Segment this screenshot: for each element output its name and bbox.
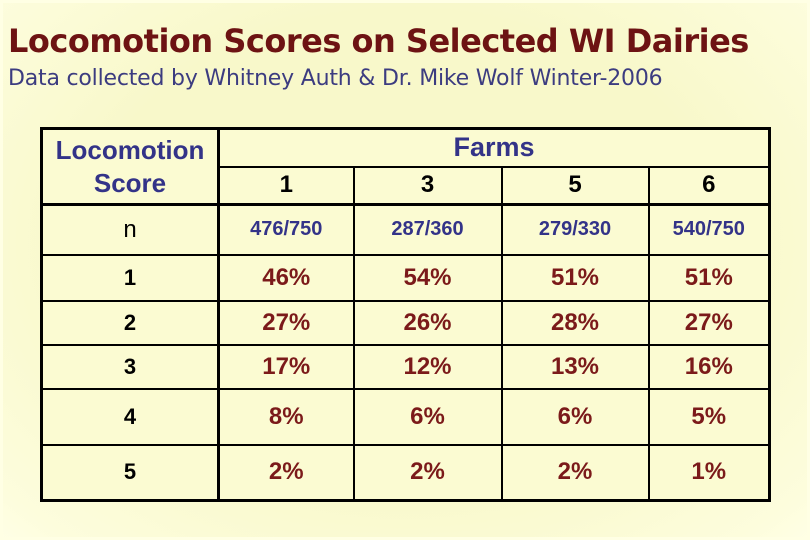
table-row-score-2: 2 27% 26% 28% 27%: [40, 299, 771, 346]
n-value-farm5: 279/330: [500, 203, 650, 256]
pct-score5-farm3: 2%: [352, 443, 503, 502]
corner-header-locomotion-score: Locomotion Score: [40, 127, 220, 206]
n-value-farm1: 476/750: [217, 203, 355, 256]
table-row-score-3: 3 17% 12% 13% 16%: [40, 343, 771, 390]
pct-score4-farm6: 5%: [647, 387, 771, 446]
row-label-score-5: 5: [40, 443, 220, 502]
farms-group-header: Farms: [217, 127, 771, 168]
pct-score5-farm1: 2%: [217, 443, 355, 502]
pct-score3-farm6: 16%: [647, 343, 771, 390]
table-row-score-5: 5 2% 2% 2% 1%: [40, 443, 771, 502]
pct-score4-farm1: 8%: [217, 387, 355, 446]
row-label-n: n: [40, 203, 220, 256]
n-value-farm3: 287/360: [352, 203, 503, 256]
pct-score2-farm1: 27%: [217, 299, 355, 346]
pct-score1-farm5: 51%: [500, 253, 650, 302]
row-label-score-4: 4: [40, 387, 220, 446]
pct-score1-farm1: 46%: [217, 253, 355, 302]
pct-score1-farm3: 54%: [352, 253, 503, 302]
table-row-farm-numbers: 1 3 5 6: [42, 165, 771, 206]
farm-column-header-6: 6: [647, 165, 771, 206]
row-label-score-2: 2: [40, 299, 220, 346]
slide-subtitle: Data collected by Whitney Auth & Dr. Mik…: [8, 66, 663, 91]
pct-score5-farm5: 2%: [500, 443, 650, 502]
n-value-farm6: 540/750: [647, 203, 771, 256]
locomotion-score-table: Locomotion Score Farms 1 3 5 6 n 476/750…: [40, 127, 772, 502]
pct-score3-farm1: 17%: [217, 343, 355, 390]
pct-score1-farm6: 51%: [647, 253, 771, 302]
pct-score2-farm3: 26%: [352, 299, 503, 346]
pct-score5-farm6: 1%: [647, 443, 771, 502]
pct-score3-farm5: 13%: [500, 343, 650, 390]
pct-score4-farm5: 6%: [500, 387, 650, 446]
table-row-group-header: Locomotion Score Farms: [40, 127, 771, 206]
table-row-n: n 476/750 287/360 279/330 540/750: [40, 203, 771, 256]
farm-column-header-1: 1: [217, 165, 355, 206]
row-label-score-1: 1: [40, 253, 220, 302]
farm-column-header-5: 5: [500, 165, 650, 206]
row-label-score-3: 3: [40, 343, 220, 390]
pct-score2-farm6: 27%: [647, 299, 771, 346]
farm-column-header-3: 3: [352, 165, 503, 206]
slide-title: Locomotion Scores on Selected WI Dairies: [8, 22, 749, 60]
pct-score2-farm5: 28%: [500, 299, 650, 346]
pct-score3-farm3: 12%: [352, 343, 503, 390]
table-row-score-4: 4 8% 6% 6% 5%: [40, 387, 771, 446]
pct-score4-farm3: 6%: [352, 387, 503, 446]
table-row-score-1: 1 46% 54% 51% 51%: [40, 253, 771, 302]
